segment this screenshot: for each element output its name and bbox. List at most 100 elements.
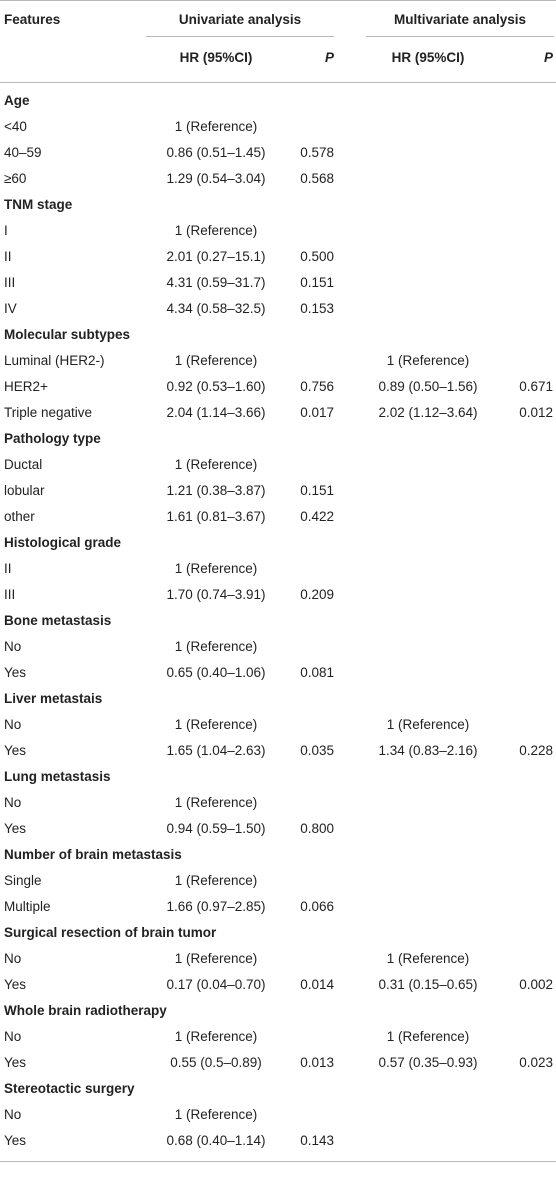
univariate-p-cell: 0.153 (300, 301, 334, 316)
univariate-hr-cell: 0.65 (0.40–1.06) (166, 665, 266, 680)
features-header: Features (4, 12, 61, 27)
feature-level-cell: Yes (4, 1055, 27, 1070)
section-header-row: TNM stage (0, 193, 556, 219)
univariate-p-cell: 0.151 (300, 275, 334, 290)
univariate-p-cell: 0.422 (300, 509, 334, 524)
univariate-p-cell: 0.209 (300, 587, 334, 602)
table-row: Luminal (HER2-) 1 (Reference) 1 (Reference… (0, 349, 556, 375)
section-label: Stereotactic surgery (4, 1081, 135, 1096)
header-row-1: Features Univariate analysis Multivariat… (0, 1, 556, 34)
feature-level-cell: Yes (4, 743, 27, 758)
table-row: No 1 (Reference) 1 (Reference) (0, 1025, 556, 1051)
multivariate-hr-cell: 2.02 (1.12–3.64) (378, 405, 478, 420)
multivariate-hr-cell: 1 (Reference) (386, 717, 470, 732)
univariate-hr-cell: 4.34 (0.58–32.5) (166, 301, 266, 316)
section-label: Lung metastasis (4, 769, 111, 784)
multivariate-underline (366, 36, 554, 37)
feature-level-cell: HER2+ (4, 379, 48, 394)
feature-level-cell: IV (4, 301, 17, 316)
multivariate-hr-cell: 0.57 (0.35–0.93) (378, 1055, 478, 1070)
section-label: TNM stage (4, 197, 73, 212)
table-row: HER2+ 0.92 (0.53–1.60) 0.756 0.89 (0.50–1.5… (0, 375, 556, 401)
section-label: Number of brain metastasis (4, 847, 182, 862)
table-row: 40–59 0.86 (0.51–1.45) 0.578 (0, 141, 556, 167)
feature-level-cell: II (4, 561, 12, 576)
multivariate-p-header: P (543, 50, 553, 65)
table-row: IV 4.34 (0.58–32.5) 0.153 (0, 297, 556, 323)
univariate-hr-header: HR (95%CI) (179, 50, 253, 65)
section-header-row: Lung metastasis (0, 765, 556, 791)
table-row: I 1 (Reference) (0, 219, 556, 245)
feature-level-cell: Luminal (HER2-) (4, 353, 105, 368)
table-row: No 1 (Reference) 1 (Reference) (0, 947, 556, 973)
feature-level-cell: No (4, 1107, 22, 1122)
header-row-2: HR (95%CI) P HR (95%CI) P (0, 34, 556, 82)
univariate-hr-cell: 1 (Reference) (174, 119, 258, 134)
feature-level-cell: Yes (4, 821, 27, 836)
multivariate-hr-cell: 0.31 (0.15–0.65) (378, 977, 478, 992)
section-label: Bone metastasis (4, 613, 112, 628)
section-header-row: Pathology type (0, 427, 556, 453)
feature-level-cell: other (4, 509, 35, 524)
section-header-row: Histological grade (0, 531, 556, 557)
section-label: Surgical resection of brain tumor (4, 925, 217, 940)
feature-level-cell: No (4, 795, 22, 810)
univariate-hr-cell: 0.92 (0.53–1.60) (166, 379, 266, 394)
univariate-p-cell: 0.066 (300, 899, 334, 914)
univariate-hr-cell: 2.04 (1.14–3.66) (166, 405, 266, 420)
section-header-row: Molecular subtypes (0, 323, 556, 349)
univariate-p-cell: 0.800 (300, 821, 334, 836)
multivariate-hr-cell: 1 (Reference) (386, 353, 470, 368)
univariate-hr-cell: 0.86 (0.51–1.45) (166, 145, 266, 160)
univariate-hr-cell: 1 (Reference) (174, 1029, 258, 1044)
univariate-hr-cell: 1.29 (0.54–3.04) (166, 171, 266, 186)
univariate-p-cell: 0.143 (300, 1133, 334, 1148)
univariate-hr-cell: 1 (Reference) (174, 561, 258, 576)
section-label: Liver metastais (4, 691, 103, 706)
section-label: Molecular subtypes (4, 327, 131, 342)
feature-level-cell: I (4, 223, 8, 238)
feature-level-cell: Single (4, 873, 42, 888)
table-row: lobular 1.21 (0.38–3.87) 0.151 (0, 479, 556, 505)
univariate-hr-cell: 0.94 (0.59–1.50) (166, 821, 266, 836)
feature-level-cell: Yes (4, 1133, 27, 1148)
section-label: Pathology type (4, 431, 101, 446)
univariate-header: Univariate analysis (178, 12, 302, 27)
univariate-hr-cell: 1 (Reference) (174, 1107, 258, 1122)
table-row: <40 1 (Reference) (0, 115, 556, 141)
univariate-p-cell: 0.500 (300, 249, 334, 264)
multivariate-hr-cell: 1 (Reference) (386, 951, 470, 966)
bottom-rule (0, 1161, 556, 1162)
section-header-row: Age (0, 89, 556, 115)
univariate-hr-cell: 1 (Reference) (174, 717, 258, 732)
table-row: No 1 (Reference) (0, 791, 556, 817)
section-header-row: Number of brain metastasis (0, 843, 556, 869)
table-row: No 1 (Reference) (0, 1103, 556, 1129)
table-row: other 1.61 (0.81–3.67) 0.422 (0, 505, 556, 531)
section-header-row: Stereotactic surgery (0, 1077, 556, 1103)
top-rule (0, 0, 556, 1)
univariate-hr-cell: 1.66 (0.97–2.85) (166, 899, 266, 914)
table-row: No 1 (Reference) (0, 635, 556, 661)
univariate-hr-cell: 1 (Reference) (174, 795, 258, 810)
univariate-hr-cell: 1.61 (0.81–3.67) (166, 509, 266, 524)
table-row: II 1 (Reference) (0, 557, 556, 583)
feature-level-cell: III (4, 587, 16, 602)
table-row: III 4.31 (0.59–31.7) 0.151 (0, 271, 556, 297)
univariate-hr-cell: 1.21 (0.38–3.87) (166, 483, 266, 498)
table-body: Age <40 1 (Reference) 40–59 0.86 (0.51–1.45)… (0, 83, 556, 1155)
univariate-hr-cell: 0.17 (0.04–0.70) (166, 977, 266, 992)
section-header-row: Bone metastasis (0, 609, 556, 635)
section-header-row: Surgical resection of brain tumor (0, 921, 556, 947)
feature-level-cell: III (4, 275, 16, 290)
multivariate-p-cell: 0.671 (519, 379, 553, 394)
feature-level-cell: ≥60 (4, 171, 27, 186)
feature-level-cell: <40 (4, 119, 27, 134)
feature-level-cell: No (4, 951, 22, 966)
univariate-hr-cell: 4.31 (0.59–31.7) (166, 275, 266, 290)
feature-level-cell: Multiple (4, 899, 51, 914)
multivariate-hr-cell: 0.89 (0.50–1.56) (378, 379, 478, 394)
table-row: Triple negative 2.04 (1.14–3.66) 0.017 2.02… (0, 401, 556, 427)
multivariate-p-cell: 0.228 (519, 743, 553, 758)
univariate-p-cell: 0.014 (300, 977, 334, 992)
